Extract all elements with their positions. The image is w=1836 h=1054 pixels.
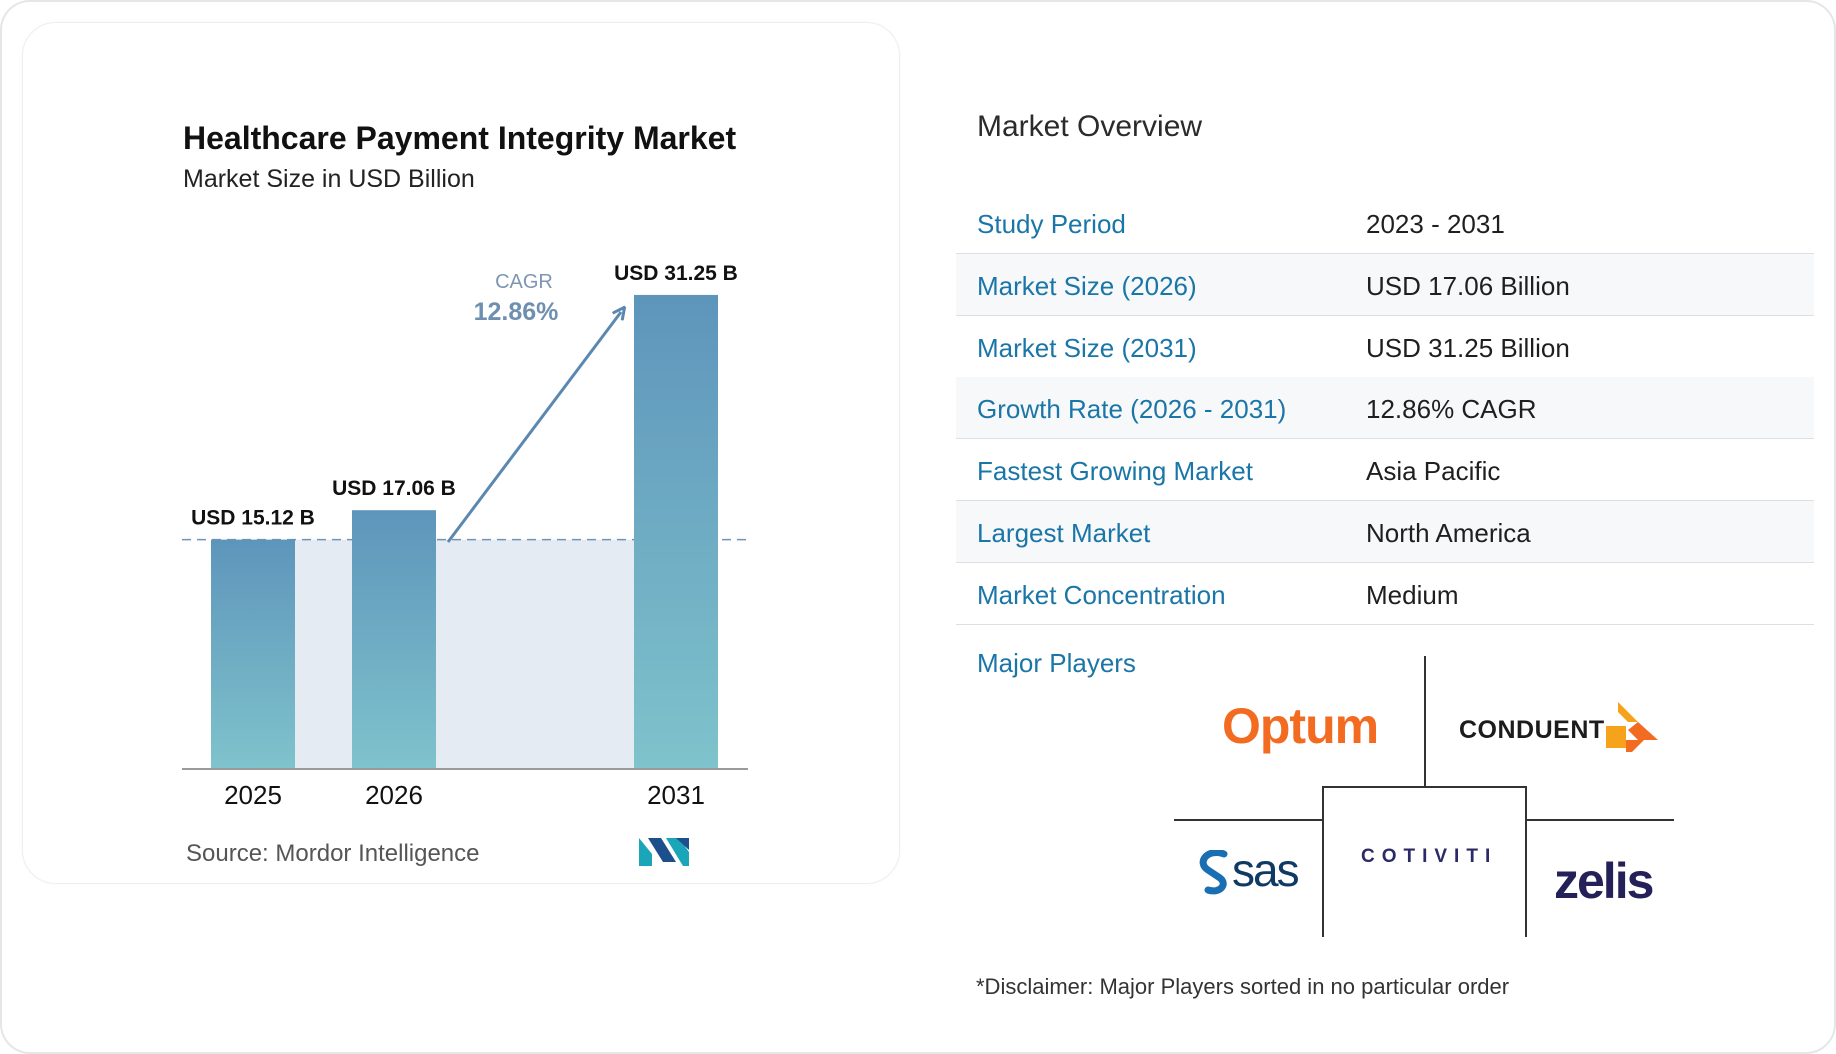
cagr-value: 12.86% — [474, 298, 559, 326]
overview-row-value: USD 17.06 Billion — [1366, 271, 1570, 301]
x-tick-label: 2026 — [365, 780, 423, 810]
conduent-logo: CONDUENT — [1459, 716, 1605, 744]
logo-grid-divider — [1526, 819, 1674, 821]
x-tick-label: 2031 — [647, 780, 705, 810]
cagr-arrow — [446, 312, 621, 543]
overview-row-label: Fastest Growing Market — [977, 456, 1253, 486]
overview-row-label: Growth Rate (2026 - 2031) — [977, 394, 1287, 424]
logo-grid-divider — [1525, 786, 1527, 937]
overview-row-value: Medium — [1366, 580, 1459, 610]
overview-row: Study Period 2023 - 2031 — [956, 192, 1814, 254]
overview-row-label: Market Size (2026) — [977, 271, 1197, 301]
logo-grid-divider — [1174, 819, 1322, 821]
bar-2025 — [211, 539, 295, 769]
x-tick-label: 2025 — [224, 780, 282, 810]
source-text: Source: Mordor Intelligence — [186, 840, 480, 868]
bar-label-2031: USD 31.25 B — [614, 262, 738, 285]
overview-row-label: Market Concentration — [977, 580, 1226, 610]
overview-heading: Market Overview — [977, 110, 1203, 143]
overview-row: Market Size (2031) USD 31.25 Billion — [956, 316, 1814, 378]
overview-row-label: Study Period — [977, 209, 1126, 239]
overview-row: Fastest Growing Market Asia Pacific — [956, 439, 1814, 501]
disclaimer: *Disclaimer: Major Players sorted in no … — [976, 974, 1510, 999]
bar-label-2026: USD 17.06 B — [332, 477, 456, 500]
cotiviti-logo: COTIVITI — [1361, 846, 1498, 867]
source-label: Source: — [186, 840, 269, 867]
overview-row: Market Concentration Medium — [956, 563, 1814, 625]
logo-grid-divider — [1424, 656, 1426, 786]
cagr-label: CAGR — [495, 271, 553, 293]
bar-2026 — [352, 510, 436, 769]
overview-row: Growth Rate (2026 - 2031) 12.86% CAGR — [956, 377, 1814, 439]
overview-row-value: 12.86% CAGR — [1366, 394, 1537, 424]
chart-title: Healthcare Payment Integrity Market — [183, 120, 737, 156]
sas-logo: sas — [1232, 844, 1300, 896]
overview-row: Largest Market North America — [956, 501, 1814, 563]
overview-row-label: Market Size (2031) — [977, 333, 1197, 363]
conduent-mark-icon — [1606, 702, 1658, 752]
logo-grid-divider — [1322, 786, 1324, 937]
overview-row-value: North America — [1366, 518, 1531, 548]
bar-2031 — [634, 294, 718, 769]
bar-chart: USD 15.12 B 2025 USD 17.06 B 2026 USD 31.25 … — [182, 262, 748, 810]
chart-subtitle: Market Size in USD Billion — [183, 165, 475, 193]
major-players-label: Major Players — [977, 648, 1136, 678]
overview-row: Market Size (2026) USD 17.06 Billion — [956, 254, 1814, 316]
zelis-logo: zelis — [1554, 853, 1654, 909]
source-name: Mordor Intelligence — [275, 840, 480, 867]
overview-row-value: Asia Pacific — [1366, 456, 1501, 486]
bar-label-2025: USD 15.12 B — [191, 507, 315, 530]
logo-grid-divider — [1322, 786, 1526, 788]
optum-logo: Optum — [1222, 698, 1379, 754]
mordor-intelligence-logo-icon — [639, 838, 689, 866]
overview-row-label: Largest Market — [977, 518, 1151, 548]
overview-row-value: USD 31.25 Billion — [1366, 333, 1570, 363]
sas-swirl-icon — [1199, 850, 1228, 895]
overview-row-value: 2023 - 2031 — [1366, 209, 1505, 239]
